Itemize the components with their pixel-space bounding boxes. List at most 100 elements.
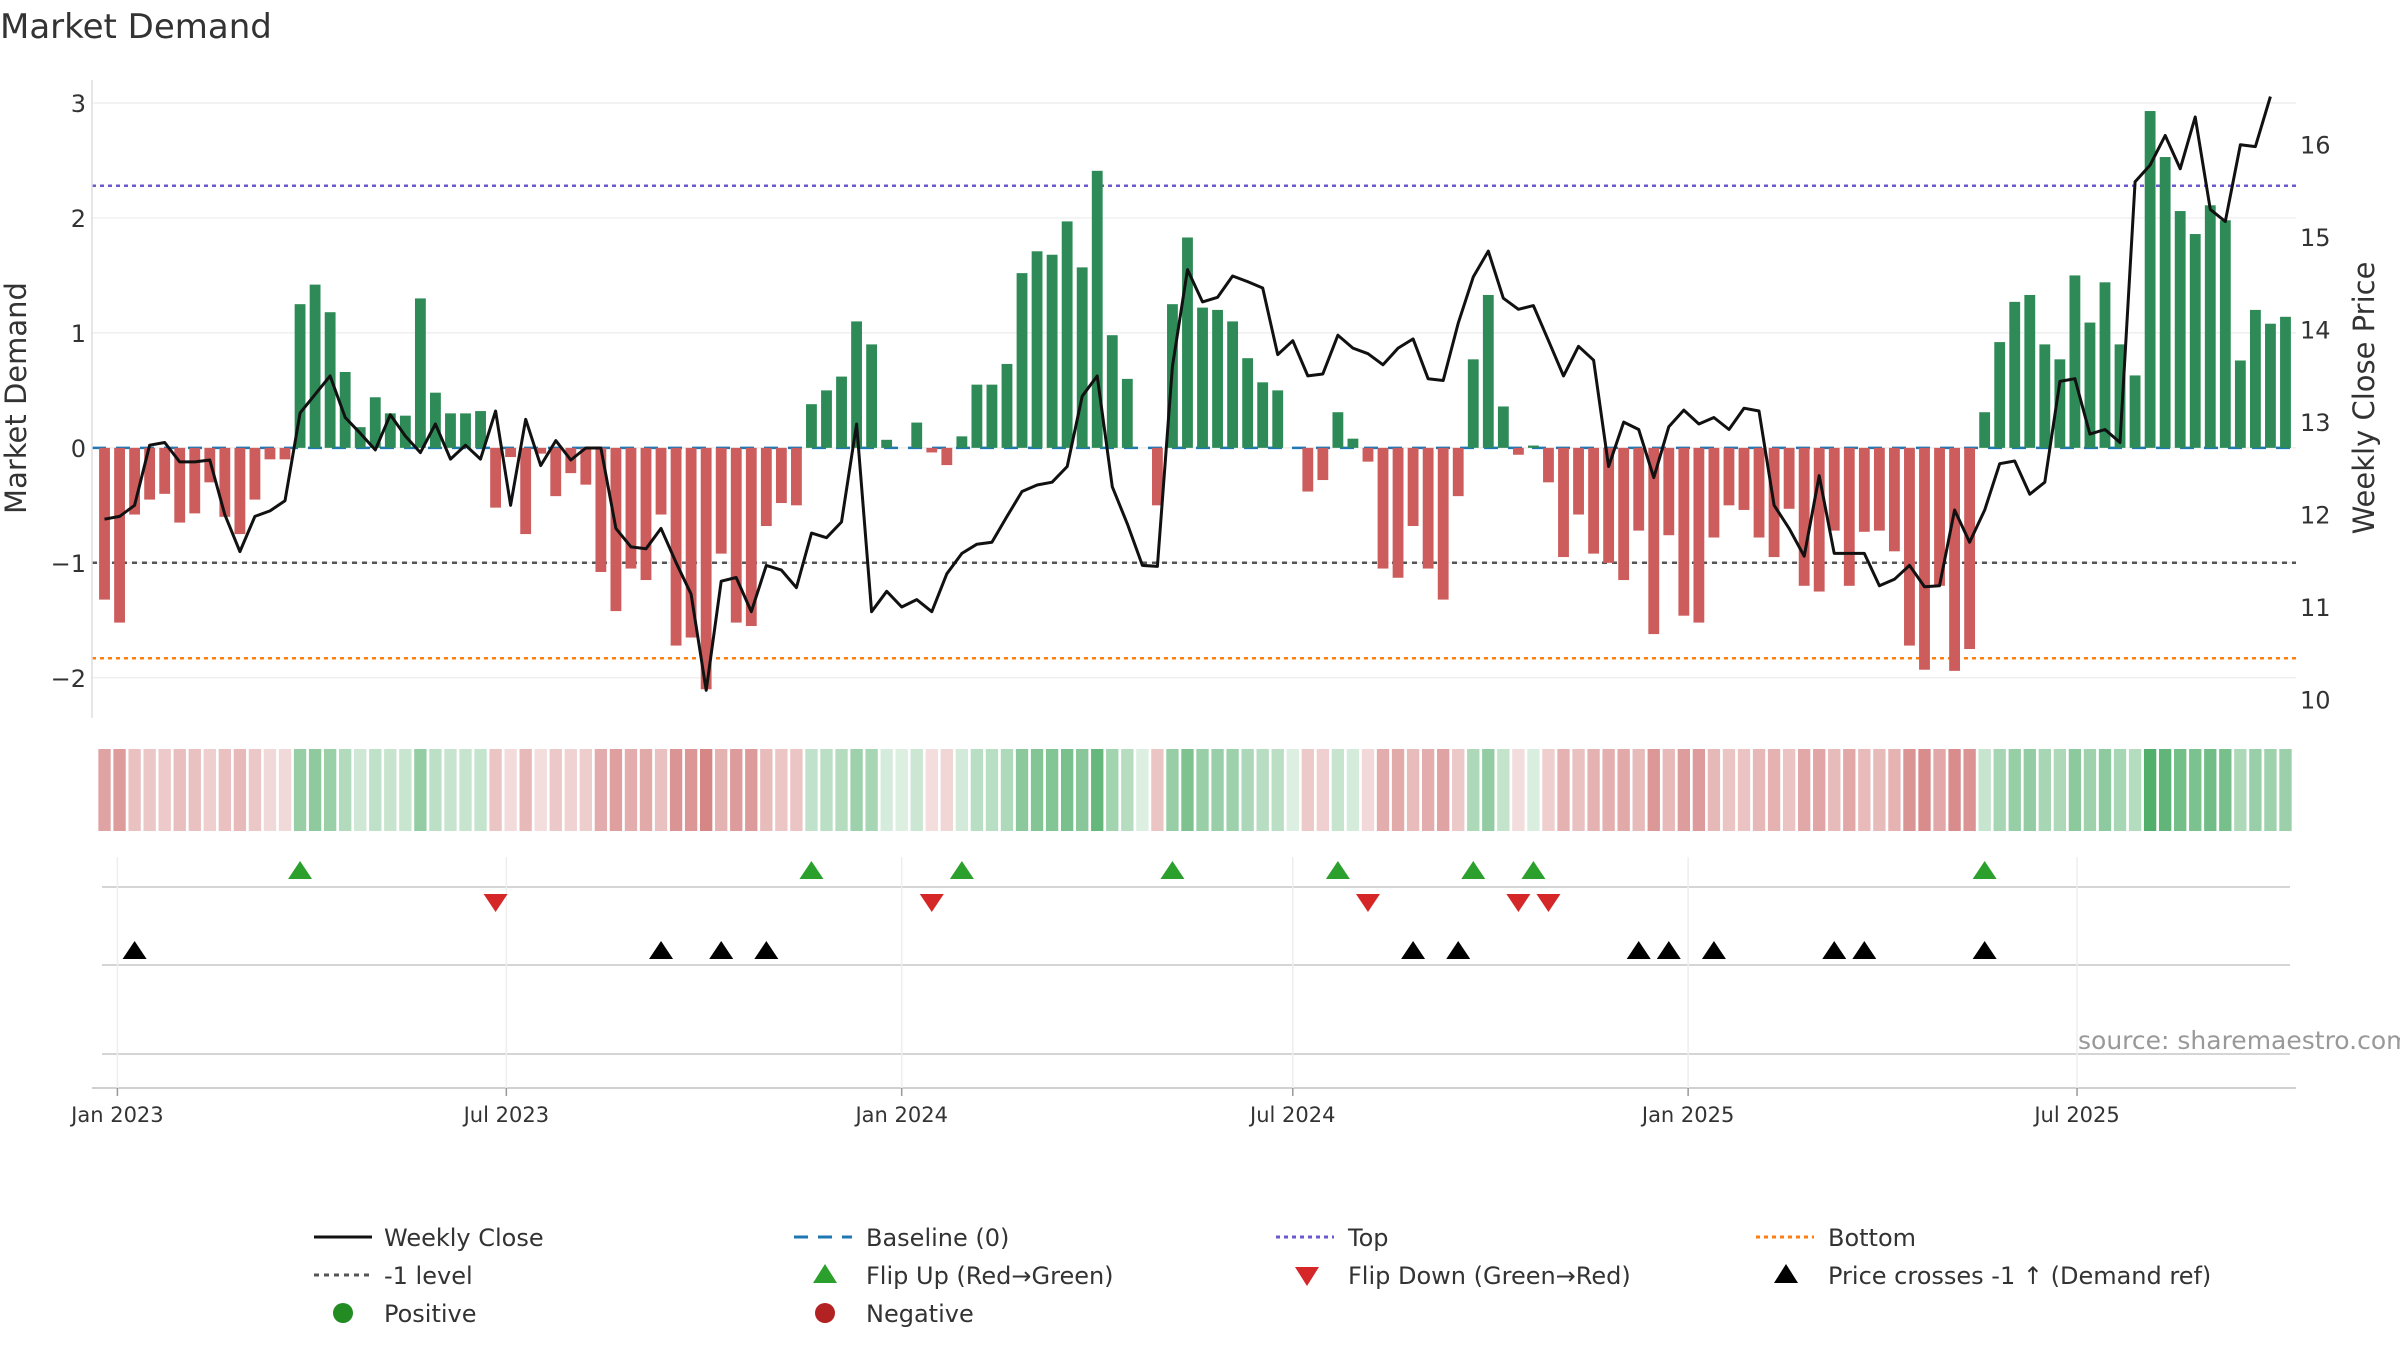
y-tick-label: −2 — [51, 665, 86, 693]
heat-cell — [1136, 749, 1149, 831]
demand-bar-negative — [790, 447, 802, 506]
legend-baseline: Baseline (0) — [866, 1224, 1009, 1252]
y2-axis-ticks: 16 15 14 13 12 11 10 — [2300, 132, 2331, 715]
heat-cell — [1512, 749, 1525, 831]
demand-bar-positive — [1061, 221, 1073, 448]
demand-bar-positive — [2265, 323, 2276, 448]
demand-bar-positive — [460, 413, 471, 448]
heat-cell — [2008, 749, 2021, 831]
heat-cell — [459, 749, 472, 831]
heat-cell — [895, 749, 908, 831]
demand-bar-positive — [956, 436, 968, 448]
heat-cell — [2083, 749, 2097, 831]
heat-cell — [1557, 749, 1570, 831]
demand-bar-negative — [1873, 447, 1885, 531]
demand-bar-positive — [1528, 445, 1539, 448]
heat-cell — [278, 749, 292, 831]
heat-cell — [910, 749, 923, 831]
heat-cell — [1151, 749, 1164, 831]
heat-cell — [1888, 749, 1901, 831]
y2-tick-label: 11 — [2300, 594, 2331, 622]
heat-cell — [399, 749, 412, 831]
demand-bar-positive — [1182, 237, 1193, 448]
heat-cell — [835, 749, 848, 831]
demand-bar-negative — [1377, 447, 1389, 569]
legend-positive: Positive — [384, 1300, 477, 1328]
x-tick-label: Jul 2024 — [1248, 1103, 1335, 1127]
demand-bar-negative — [655, 447, 667, 515]
heat-cell — [1948, 749, 1961, 831]
heat-cell — [1782, 749, 1796, 831]
demand-bar-positive — [1197, 307, 1208, 448]
legend-weekly-close: Weekly Close — [384, 1224, 544, 1252]
demand-bar-negative — [685, 447, 697, 638]
legend-positive-dot — [333, 1303, 353, 1323]
heat-cell — [1978, 749, 1991, 831]
demand-bar-negative — [1843, 447, 1855, 586]
heat-cell — [113, 749, 126, 831]
source-note: source: sharemaestro.com — [2078, 1026, 2400, 1055]
demand-bar-positive — [986, 384, 998, 448]
heat-cell — [775, 749, 788, 831]
heat-cell — [594, 749, 608, 831]
heat-cell — [534, 749, 547, 831]
heat-cell — [699, 749, 713, 831]
heat-cell — [128, 749, 141, 831]
y2-tick-label: 13 — [2300, 409, 2331, 437]
demand-bar-positive — [2174, 211, 2186, 448]
heat-cell — [1692, 749, 1706, 831]
demand-bar-positive — [2219, 220, 2231, 448]
heat-cell — [308, 749, 322, 831]
demand-bar-negative — [1723, 447, 1735, 506]
demand-bar-negative — [535, 447, 547, 454]
demand-bar-positive — [1091, 170, 1103, 448]
heat-cell — [1226, 749, 1239, 831]
heat-cell — [1572, 749, 1585, 831]
demand-bar-negative — [1708, 447, 1720, 538]
heat-cell — [1843, 749, 1856, 831]
demand-bar-negative — [490, 447, 502, 508]
heat-cell — [1963, 749, 1976, 831]
heat-cell — [1993, 749, 2006, 831]
x-tick-label: Jul 2025 — [2032, 1103, 2119, 1127]
y-axis-label: Market Demand — [0, 282, 33, 514]
heat-cell — [1166, 749, 1179, 831]
legend-flip-up-marker — [813, 1264, 837, 1283]
heat-cell — [98, 749, 111, 831]
y-tick-label: 0 — [71, 435, 86, 463]
demand-bar-negative — [1738, 447, 1750, 510]
demand-bar-negative — [670, 447, 682, 646]
demand-bar-negative — [625, 447, 637, 569]
demand-bar-negative — [1888, 447, 1900, 552]
heat-cell — [1737, 749, 1751, 831]
demand-bar-positive — [2129, 375, 2141, 448]
heat-cell — [474, 749, 487, 831]
price-cross-marker — [1401, 941, 1426, 959]
heat-cell — [369, 749, 382, 831]
demand-bar-negative — [1452, 447, 1464, 497]
demand-bar-positive — [2280, 316, 2291, 448]
heat-cell — [263, 749, 277, 831]
heat-cell — [1106, 749, 1119, 831]
demand-bar-negative — [1302, 447, 1314, 492]
demand-bar-positive — [2084, 322, 2096, 448]
heat-cell — [865, 749, 878, 831]
legend-bottom: Bottom — [1828, 1224, 1916, 1252]
demand-bar-positive — [414, 298, 426, 448]
heat-cell — [985, 749, 999, 831]
heat-cell — [1196, 749, 1209, 831]
demand-bar-negative — [279, 447, 291, 460]
heat-cell — [173, 749, 186, 831]
price-cross-marker — [1626, 941, 1651, 959]
demand-bar-positive — [2189, 234, 2201, 448]
demand-bar-positive — [1106, 335, 1118, 448]
heat-cell — [624, 749, 638, 831]
heat-cell — [2143, 749, 2157, 831]
demand-bar-negative — [129, 447, 141, 515]
demand-bar-positive — [1212, 309, 1223, 448]
demand-heat-strip — [98, 749, 2292, 831]
y2-tick-label: 16 — [2300, 132, 2331, 160]
heat-cell — [1121, 749, 1134, 831]
heat-cell — [2098, 749, 2112, 831]
